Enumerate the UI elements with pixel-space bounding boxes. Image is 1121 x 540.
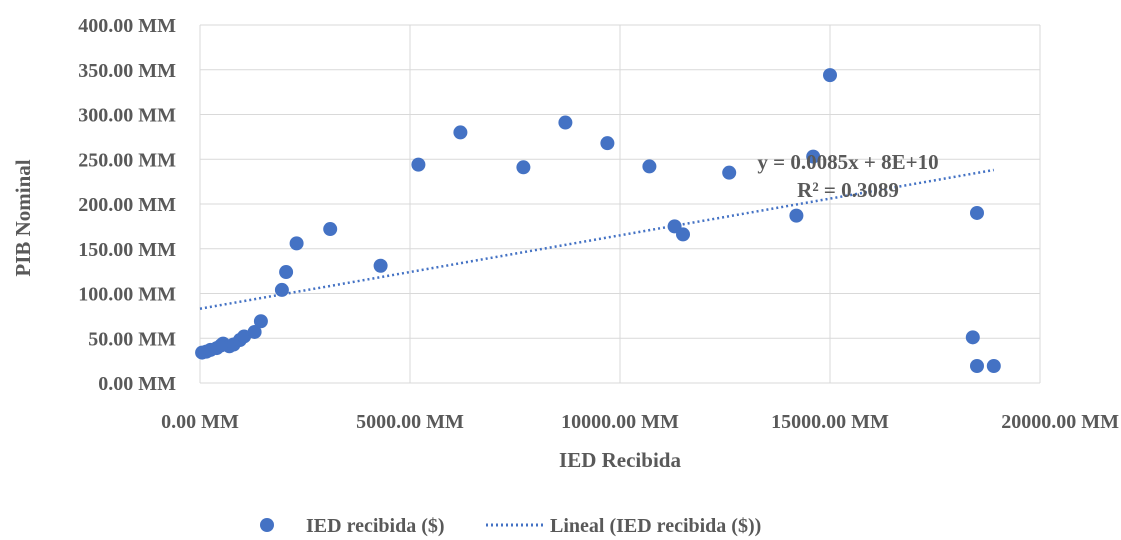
gridlines <box>199 24 1041 384</box>
data-points <box>195 68 1001 373</box>
data-point <box>373 258 388 273</box>
y-tick-label: 250.00 MM <box>78 149 176 171</box>
y-axis-title: PIB Nominal <box>11 159 35 276</box>
data-point <box>970 358 984 373</box>
y-tick-label: 0.00 MM <box>98 373 176 395</box>
y-tick-label: 100.00 MM <box>78 284 176 306</box>
data-point <box>600 136 615 151</box>
x-tick-label: 5000.00 MM <box>356 411 464 433</box>
y-tick-label: 400.00 MM <box>78 15 176 37</box>
x-axis-title: IED Recibida <box>559 448 681 472</box>
data-point <box>279 265 294 280</box>
data-point <box>253 314 268 329</box>
data-point <box>558 115 573 130</box>
data-point <box>722 165 737 180</box>
data-point <box>247 324 262 339</box>
y-axis-tick-labels: 0.00 MM 50.00 MM 100.00 MM 150.00 MM 200.00 … <box>78 15 176 395</box>
data-point <box>986 358 1001 373</box>
trendline-layer <box>199 168 995 310</box>
x-tick-label: 0.00 MM <box>161 411 239 433</box>
trendline-equation: y = 0.0085x + 8E+10 <box>757 150 938 174</box>
legend-label-lineal: Lineal (IED recibida ($)) <box>550 515 761 537</box>
legend-label-ied-recibida: IED recibida ($) <box>306 515 445 537</box>
y-tick-label: 50.00 MM <box>88 328 176 350</box>
data-point <box>806 149 821 164</box>
trendline <box>199 168 995 310</box>
data-point <box>789 208 804 223</box>
data-point <box>323 222 338 237</box>
trendline-r-squared: R² = 0.3089 <box>797 178 899 202</box>
data-point <box>676 227 690 242</box>
data-point <box>965 330 980 345</box>
data-point <box>642 159 657 174</box>
data-point <box>274 282 289 297</box>
data-point <box>237 329 252 344</box>
legend-marker-ied-recibida <box>260 518 274 532</box>
data-point <box>411 157 426 172</box>
data-point <box>970 205 984 220</box>
data-point <box>453 125 468 140</box>
data-point <box>823 68 837 83</box>
data-point <box>289 236 304 251</box>
y-tick-label: 350.00 MM <box>78 60 176 82</box>
x-tick-label: 10000.00 MM <box>561 411 679 433</box>
y-tick-label: 200.00 MM <box>78 194 176 216</box>
x-axis-tick-labels: 0.00 MM 5000.00 MM 10000.00 MM 15000.00 MM 2… <box>161 411 1119 433</box>
legend: IED recibida ($) Lineal (IED recibida ($… <box>260 515 761 537</box>
x-tick-label: 20000.00 MM <box>1001 411 1119 433</box>
y-tick-label: 150.00 MM <box>78 239 176 261</box>
y-tick-label: 300.00 MM <box>78 105 176 127</box>
x-tick-label: 15000.00 MM <box>771 411 889 433</box>
data-point <box>516 160 531 175</box>
